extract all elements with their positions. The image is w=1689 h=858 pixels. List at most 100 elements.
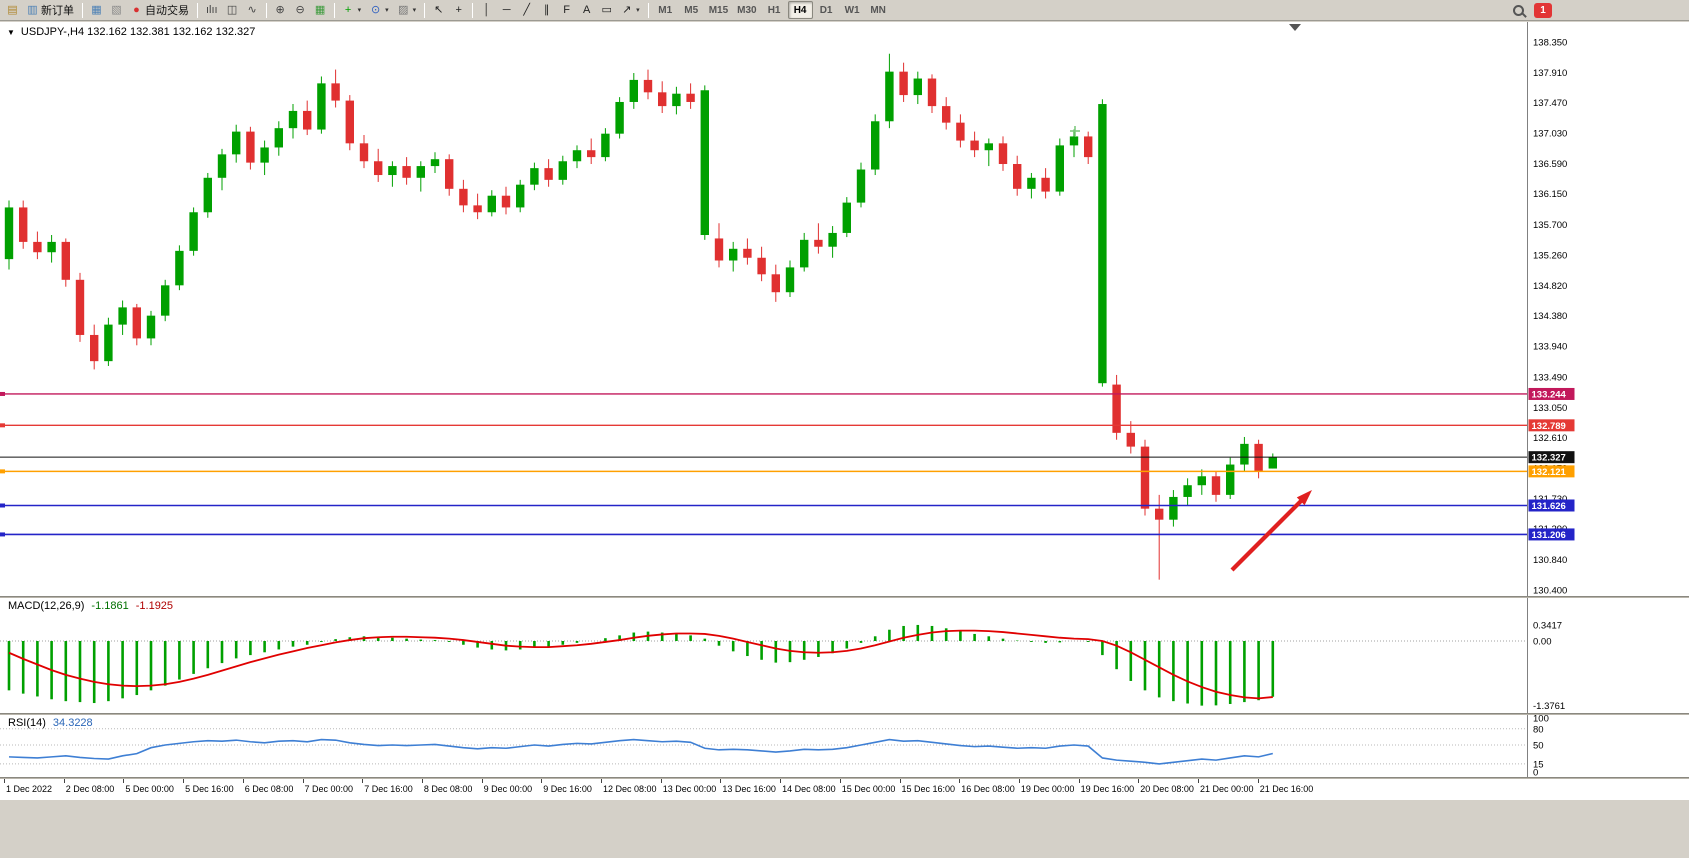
equidistant-channel-icon: ∥	[543, 4, 550, 16]
crosshair-icon[interactable]: +	[449, 1, 468, 19]
price-badges: 133.244 132.789 132.327 132.121 131.626 131.2…	[1528, 387, 1575, 541]
zoom-in-icon[interactable]: ⊕	[271, 1, 290, 19]
timeframe-button-h4[interactable]: H4	[787, 1, 813, 19]
autotrading-button[interactable]: ● 自动交易	[127, 1, 193, 19]
timeframe-button-h1[interactable]: H1	[767, 4, 781, 16]
toolbar-right: 1	[1513, 3, 1552, 18]
periods-icon[interactable]: ⊙ ▾	[366, 1, 393, 19]
time-axis-label: 12 Dec 08:00	[603, 784, 657, 794]
timeframe-button-m15[interactable]: M15	[708, 4, 729, 16]
panel-separator[interactable]	[0, 777, 1689, 779]
candles	[4, 53, 1277, 580]
time-axis[interactable]: 1 Dec 2022 2 Dec 08:00 5 Dec 00:00 5 Dec 16…	[0, 779, 1689, 799]
candle-body	[885, 71, 894, 122]
timeframe-button-m1[interactable]: M1	[658, 4, 673, 16]
candle-body	[1027, 177, 1036, 189]
new-order-button[interactable]: ▥ 新订单	[23, 1, 78, 19]
line-chart-icon[interactable]: ∿	[243, 1, 262, 19]
new-order-button-label: 新订单	[41, 5, 74, 17]
text-icon[interactable]: A	[577, 1, 596, 19]
arrows-icon[interactable]: ↗ ▾	[617, 1, 644, 19]
strategy-tester-icon[interactable]: ▧	[107, 1, 126, 19]
candle-body	[416, 166, 425, 178]
candle-body	[445, 159, 454, 189]
price-label: 138.350	[1533, 38, 1567, 49]
toolbar-separator	[647, 2, 649, 18]
candle-body	[1069, 136, 1079, 146]
fibonacci-icon[interactable]: F	[557, 1, 576, 19]
candle-body	[856, 169, 866, 203]
timeframe-button-m30[interactable]: M30	[737, 4, 757, 16]
notifications-badge[interactable]: 1	[1534, 3, 1552, 18]
text-label-icon[interactable]: ▭	[597, 1, 616, 19]
window-bottom-area	[0, 799, 1689, 858]
panel-separator[interactable]	[0, 596, 1689, 598]
timeframe-button-m5[interactable]: M5	[684, 4, 699, 16]
macd-signal-line	[8, 629, 1273, 700]
candle-body	[743, 248, 752, 258]
trendline-icon[interactable]: ╱	[517, 1, 536, 19]
candle-body	[104, 324, 113, 362]
candle-body	[998, 143, 1008, 165]
tile-windows-icon[interactable]: ▦	[311, 1, 330, 19]
rsi-label: RSI(14) 34.3228	[8, 717, 93, 729]
market-watch-icon[interactable]: ▦	[87, 1, 106, 19]
line-anchor	[0, 532, 5, 537]
price-label: 136.150	[1533, 189, 1567, 200]
candle-body	[175, 250, 184, 286]
price-badge-label: 132.121	[1532, 467, 1567, 478]
time-axis-label: 5 Dec 00:00	[125, 784, 174, 794]
timeframe-button-w1[interactable]: W1	[844, 4, 860, 16]
panel-separator[interactable]	[0, 713, 1689, 715]
search-icon[interactable]	[1513, 5, 1524, 16]
macd-panel[interactable]: 0.3417 0.00 -1.3761	[0, 598, 1689, 713]
zoom-out-icon: ⊖	[295, 4, 305, 16]
horizontal-line-icon[interactable]: ─	[497, 1, 516, 19]
candle-body	[260, 147, 269, 163]
time-axis-label: 7 Dec 16:00	[364, 784, 413, 794]
main-chart[interactable]: 138.350 137.910 137.470 137.030 136.590 136.1…	[0, 22, 1689, 596]
indicator-axis-label: 0.00	[1533, 637, 1552, 648]
macd-name: MACD(12,26,9)	[8, 600, 85, 612]
horizontal-line-icon: ─	[502, 4, 511, 16]
horizontal-lines	[0, 391, 1528, 537]
candle-body	[459, 188, 468, 206]
vertical-line-icon[interactable]: │	[477, 1, 496, 19]
new-chart-button[interactable]: ▤	[3, 1, 22, 19]
candle-body	[1084, 136, 1093, 158]
equidistant-channel-icon[interactable]: ∥	[537, 1, 556, 19]
chart-dropdown-icon[interactable]: ▼	[7, 27, 15, 37]
price-label: 131.730	[1533, 494, 1567, 505]
candle-body	[1041, 177, 1050, 192]
rsi-background	[0, 715, 1689, 777]
candle-body	[146, 315, 156, 339]
chart-shift-marker[interactable]	[1289, 24, 1301, 31]
toolbar-separator	[82, 2, 83, 18]
autotrading-icon: ●	[133, 4, 140, 16]
trend-arrow[interactable]	[1230, 496, 1306, 572]
candle-body	[1226, 464, 1235, 495]
time-axis-tick	[959, 779, 961, 783]
indicator-axis-label: 100	[1533, 715, 1549, 725]
time-axis-label: 15 Dec 16:00	[901, 784, 956, 794]
price-label: 137.470	[1533, 98, 1567, 109]
price-label: 133.940	[1533, 341, 1567, 352]
bar-chart-icon[interactable]: ılıı	[202, 1, 222, 19]
candle-body	[359, 143, 369, 162]
candlestick-chart-icon[interactable]: ◫	[223, 1, 242, 19]
price-badge-label: 132.327	[1532, 453, 1566, 464]
candle-body	[61, 241, 70, 280]
trendline-icon: ╱	[523, 4, 530, 16]
toolbar-separator	[197, 2, 198, 18]
candle-body	[246, 131, 255, 163]
templates-icon[interactable]: ▨ ▾	[394, 1, 421, 19]
candle-body	[700, 90, 709, 236]
timeframe-button-d1[interactable]: D1	[819, 4, 833, 16]
time-axis-tick	[541, 779, 543, 783]
price-badge-label: 133.244	[1532, 389, 1567, 400]
timeframe-button-mn[interactable]: MN	[870, 4, 886, 16]
cursor-icon[interactable]: ↖	[429, 1, 448, 19]
indicators-icon[interactable]: + ▾	[339, 1, 366, 19]
zoom-out-icon[interactable]: ⊖	[291, 1, 310, 19]
